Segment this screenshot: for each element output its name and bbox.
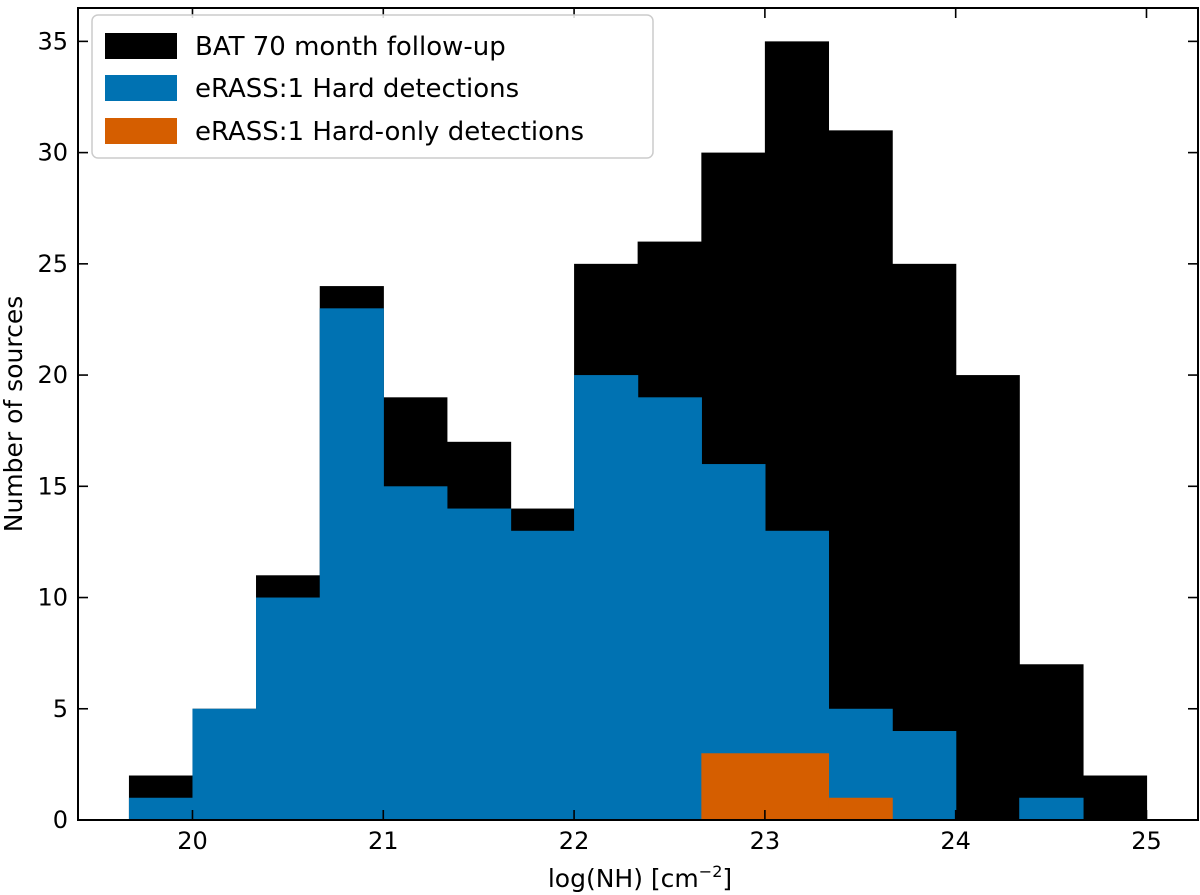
bars-layer <box>128 41 1148 821</box>
y-tick-label-10: 10 <box>37 584 68 612</box>
bar-erass-hard-7 <box>574 375 639 820</box>
bar-erass-hard-only-10 <box>764 753 830 820</box>
bar-erass-hard-6 <box>510 530 575 820</box>
y-tick-label-5: 5 <box>53 695 68 723</box>
legend-swatch-erass-hard-only <box>105 118 177 144</box>
bar-erass-hard-3 <box>319 308 384 820</box>
bar-erass-hard-8 <box>637 397 702 820</box>
legend-label-erass-hard-only: eRASS:1 Hard-only detections <box>195 117 584 147</box>
x-tick-label-24: 24 <box>940 827 971 855</box>
bar-erass-hard-14 <box>1019 797 1084 820</box>
legend-label-bat: BAT 70 month follow-up <box>195 32 506 62</box>
x-axis-label-main: log(NH) [cm <box>548 864 699 893</box>
bar-erass-hard-only-9 <box>701 753 766 820</box>
bar-bat-12 <box>892 263 957 821</box>
y-tick-label-30: 30 <box>37 139 68 167</box>
bar-erass-hard-only-11 <box>828 797 893 820</box>
y-tick-label-25: 25 <box>37 250 68 278</box>
bar-bat-15 <box>1082 775 1148 820</box>
x-tick-label-25: 25 <box>1131 827 1162 855</box>
ticks-layer: 20 21 22 23 24 25 0 5 10 15 20 25 30 35 <box>37 8 1198 855</box>
legend-swatch-bat <box>105 33 177 59</box>
bar-erass-hard-0 <box>128 797 194 820</box>
y-tick-label-0: 0 <box>53 806 68 834</box>
x-axis-label-close: ] <box>722 864 732 893</box>
x-tick-label-21: 21 <box>368 827 399 855</box>
x-axis-label: log(NH) [cm−2] <box>548 862 732 893</box>
y-tick-label-20: 20 <box>37 361 68 389</box>
y-tick-label-35: 35 <box>37 27 68 55</box>
x-axis-label-superscript: −2 <box>699 862 723 881</box>
legend: BAT 70 month follow-up eRASS:1 Hard dete… <box>91 14 654 159</box>
bar-erass-hard-2 <box>256 597 321 820</box>
y-axis-label: Number of sources <box>0 296 28 532</box>
bar-erass-hard-4 <box>383 486 448 820</box>
bar-erass-hard-5 <box>446 508 512 820</box>
x-tick-label-23: 23 <box>750 827 781 855</box>
x-tick-label-20: 20 <box>177 827 208 855</box>
legend-label-erass-hard: eRASS:1 Hard detections <box>195 74 519 104</box>
bar-erass-hard-1 <box>192 708 257 820</box>
plot-frame <box>77 7 1199 821</box>
x-tick-label-22: 22 <box>559 827 590 855</box>
bar-bat-13 <box>955 375 1020 820</box>
bar-erass-hard-12 <box>892 731 957 820</box>
bar-bat-11 <box>828 130 893 821</box>
bar-bat-14 <box>1019 664 1084 820</box>
y-tick-label-15: 15 <box>37 472 68 500</box>
legend-swatch-erass-hard <box>105 75 177 101</box>
legend-frame <box>91 14 654 159</box>
